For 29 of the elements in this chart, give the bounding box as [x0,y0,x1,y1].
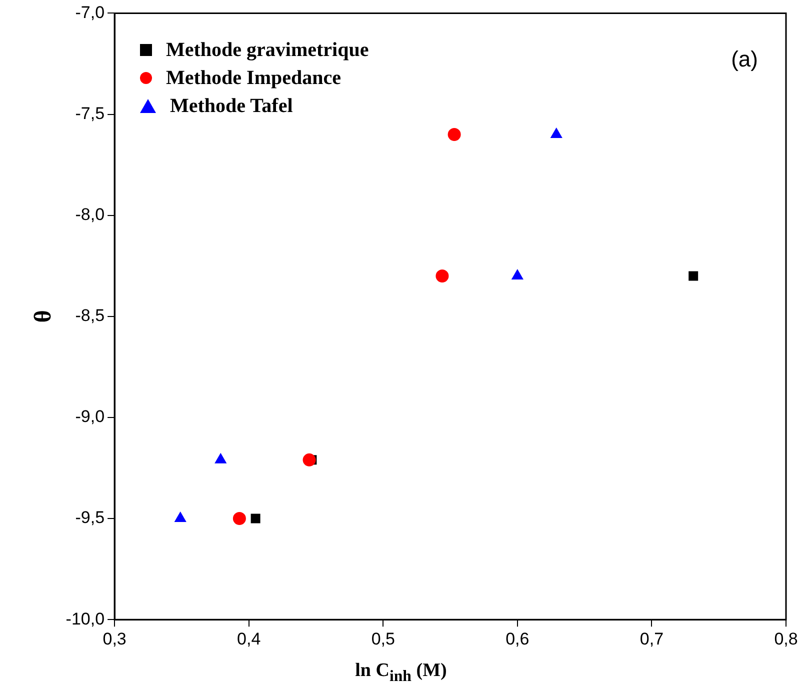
legend-label: Methode Impedance [166,66,341,90]
point [232,512,246,526]
y-tick-label: -10,0 [66,609,105,628]
annotation: (a) [731,46,758,72]
x-tick-label: 0,3 [102,629,126,648]
legend-label: Methode gravimetrique [166,38,369,62]
point [174,512,186,522]
point [448,128,461,141]
point [436,269,449,282]
y-tick-label: -9,5 [75,508,105,528]
y-axis-title: θ [30,310,57,323]
y-tick-label: -7,0 [75,2,105,22]
x-axis-title: ln C$_{inh}$ (M) [354,660,448,686]
y-tick-label: -7,5 [75,104,105,123]
point [214,453,226,464]
y-tick-label: -8,5 [75,306,105,326]
point [302,453,316,466]
x-tick-label: 0,6 [506,629,530,648]
x-tick-label: 0,7 [640,629,664,648]
y-tick-label: -8,0 [75,205,105,224]
x-tick-label: 0,8 [774,629,798,648]
point [550,128,562,138]
point [512,269,524,280]
x-tick-label: 0,5 [371,629,395,648]
point [688,271,698,281]
point [250,514,260,524]
y-tick-label: -9,0 [75,407,105,426]
x-tick-label: 0,4 [237,629,261,648]
legend-label: Methode Tafel [170,94,293,118]
